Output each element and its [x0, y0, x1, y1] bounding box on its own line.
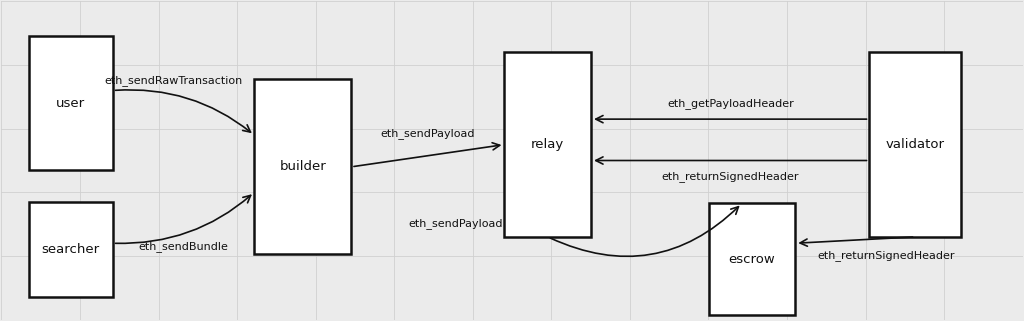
Text: eth_returnSignedHeader: eth_returnSignedHeader — [817, 250, 954, 261]
Text: validator: validator — [886, 138, 945, 151]
Bar — [869, 52, 962, 237]
Text: relay: relay — [531, 138, 564, 151]
Bar — [29, 202, 113, 297]
Text: eth_sendPayload: eth_sendPayload — [381, 128, 475, 139]
Text: eth_getPayloadHeader: eth_getPayloadHeader — [667, 98, 794, 109]
Text: eth_sendBundle: eth_sendBundle — [138, 241, 228, 252]
Bar — [29, 36, 113, 170]
Text: escrow: escrow — [729, 253, 775, 266]
Bar — [505, 52, 591, 237]
Text: eth_returnSignedHeader: eth_returnSignedHeader — [662, 171, 799, 182]
Text: user: user — [56, 97, 85, 110]
Bar — [709, 204, 796, 315]
Text: builder: builder — [280, 160, 326, 173]
Text: eth_sendPayload: eth_sendPayload — [409, 218, 503, 229]
Text: searcher: searcher — [42, 243, 100, 256]
Bar — [254, 79, 351, 254]
Text: eth_sendRawTransaction: eth_sendRawTransaction — [104, 75, 243, 86]
